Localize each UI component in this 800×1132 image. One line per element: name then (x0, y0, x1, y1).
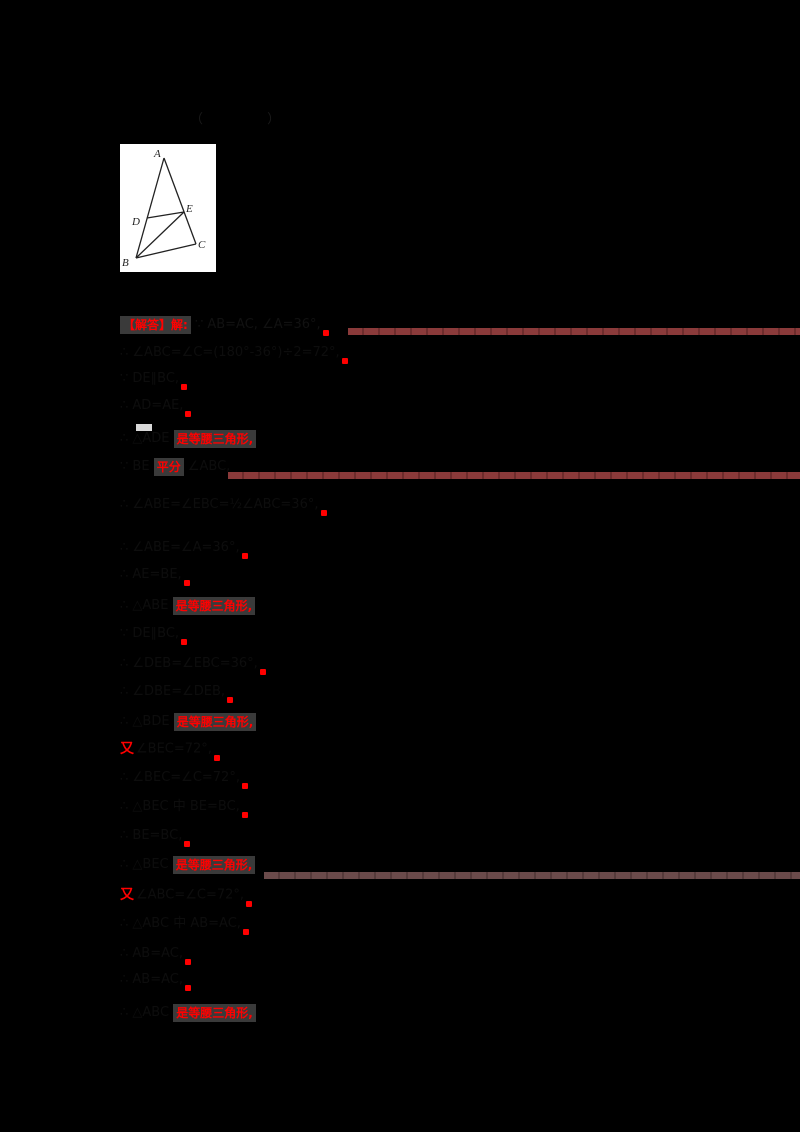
solution-line: ∴ △BEC 是等腰三角形, (120, 854, 256, 876)
svg-text:D: D (131, 216, 140, 228)
red-marker-icon (184, 959, 191, 965)
svg-text:B: B (122, 257, 129, 269)
svg-text:C: C (198, 239, 206, 251)
red-marker-icon (241, 812, 248, 818)
red-marker-icon (227, 697, 234, 703)
brown-rule (264, 872, 800, 879)
conclusion-label: 是等腰三角形, (172, 855, 256, 874)
conclusion-label: 是等腰三角形, (173, 712, 257, 731)
solution-line: ∴ AB=AC, (120, 943, 191, 965)
red-marker-icon (181, 384, 188, 390)
svg-text:A: A (153, 148, 161, 160)
red-marker-icon (185, 411, 192, 417)
solution-line: ∴ △ADE 是等腰三角形, (120, 428, 257, 450)
svg-text:E: E (185, 203, 193, 215)
red-marker-icon (322, 330, 329, 336)
conclusion-label: 是等腰三角形, (173, 429, 257, 448)
triangle-figure: A B C D E (120, 144, 216, 272)
red-marker-icon (241, 783, 248, 789)
solution-line: ∴ △BDE 是等腰三角形, (120, 711, 257, 733)
solution-line: ∴ △BEC 中 BE=BC, (120, 796, 248, 818)
solution-line: 又 ∠BEC=72°, (120, 738, 220, 761)
solution-line: ∵ DE∥BC, (120, 623, 188, 645)
solution-line: ∴ △ABC 是等腰三角形, (120, 1002, 256, 1024)
solution-line: ∴ BE=BC, (120, 825, 191, 847)
conclusion-label: 是等腰三角形, (173, 1003, 256, 1022)
also-mark: 又 (120, 741, 134, 757)
solution-line: 又 ∠ABC=∠C=72°, (120, 884, 253, 907)
solution-line: ∵ DE∥BC, (120, 368, 188, 390)
solution-line: ∴ ∠ABC=∠C=(180°-36°)÷2=72°, (120, 342, 348, 364)
highlight-chip (136, 424, 152, 431)
solution-line: ∴ ∠BEC=∠C=72°, (120, 767, 248, 789)
triangle-diagram-icon: A B C D E (122, 148, 206, 269)
solution-line: ∴ AB=AC, (120, 969, 191, 991)
red-marker-icon (259, 669, 266, 675)
bisect-label: 平分 (153, 457, 184, 476)
solution-line: ∴ ∠ABE=∠EBC=½∠ABC=36°, (120, 494, 327, 516)
solution-line: ∵ BE 平分 ∠ABC, (120, 456, 239, 478)
red-marker-icon (181, 639, 188, 645)
red-marker-icon (320, 510, 327, 516)
solution-line: ∴ AE=BE, (120, 564, 190, 586)
red-marker-icon (184, 841, 191, 847)
solution-line: ∴ ∠DEB=∠EBC=36°, (120, 653, 266, 675)
red-marker-icon (246, 900, 253, 907)
solution-line: ∴ ∠DBE=∠DEB, (120, 681, 234, 703)
red-marker-icon (341, 358, 348, 364)
solution-heading-label: 【解答】解: (120, 315, 191, 334)
solution-line: ∴ △ABC 中 AB=AC, (120, 913, 249, 935)
red-marker-icon (184, 985, 191, 991)
question-header: （ ） (190, 112, 311, 127)
also-mark: 又 (120, 887, 134, 903)
red-marker-icon (183, 580, 190, 586)
solution-line: ∴ ∠ABE=∠A=36°, (120, 537, 248, 559)
solution-line: 【解答】解: ∵ AB=AC, ∠A=36°, (120, 314, 329, 336)
red-rule (348, 328, 800, 335)
red-marker-icon (242, 929, 249, 935)
red-marker-icon (213, 754, 220, 761)
red-marker-icon (241, 553, 248, 559)
solution-line: ∴ △ABE 是等腰三角形, (120, 595, 256, 617)
conclusion-label: 是等腰三角形, (172, 596, 256, 615)
solution-line: ∴ AD=AE, (120, 395, 192, 417)
red-rule (228, 472, 800, 479)
